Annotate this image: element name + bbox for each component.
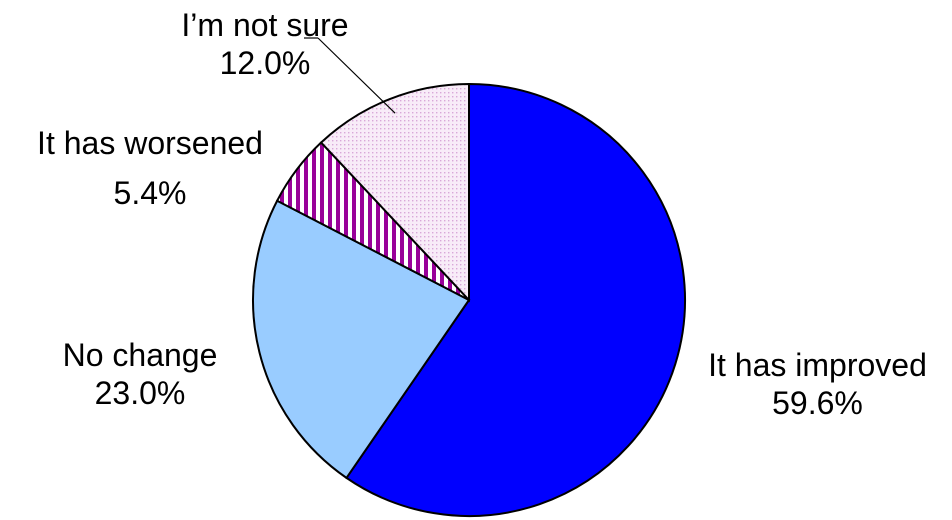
label-improved-value: 59.6% (772, 385, 863, 421)
label-improved-name: It has improved (708, 347, 927, 383)
label-no-change-value: 23.0% (94, 375, 186, 411)
label-improved: It has improved 59.6% (690, 346, 945, 422)
label-worsened: It has worsened 5.4% (10, 124, 290, 212)
label-worsened-name: It has worsened (37, 125, 263, 161)
slice-not-sure (319, 82, 470, 303)
label-worsened-value: 5.4% (113, 175, 187, 211)
pie-slices (252, 82, 687, 517)
leader-line-not-sure (317, 37, 396, 114)
slice-no-change (252, 199, 471, 480)
slice-improved (345, 82, 687, 517)
label-not-sure-value: 12.0% (219, 45, 311, 81)
label-no-change: No change 23.0% (40, 336, 240, 412)
label-not-sure-name: I’m not sure (181, 7, 349, 43)
label-not-sure: I’m not sure 12.0% (165, 6, 365, 82)
label-no-change-name: No change (62, 337, 218, 373)
